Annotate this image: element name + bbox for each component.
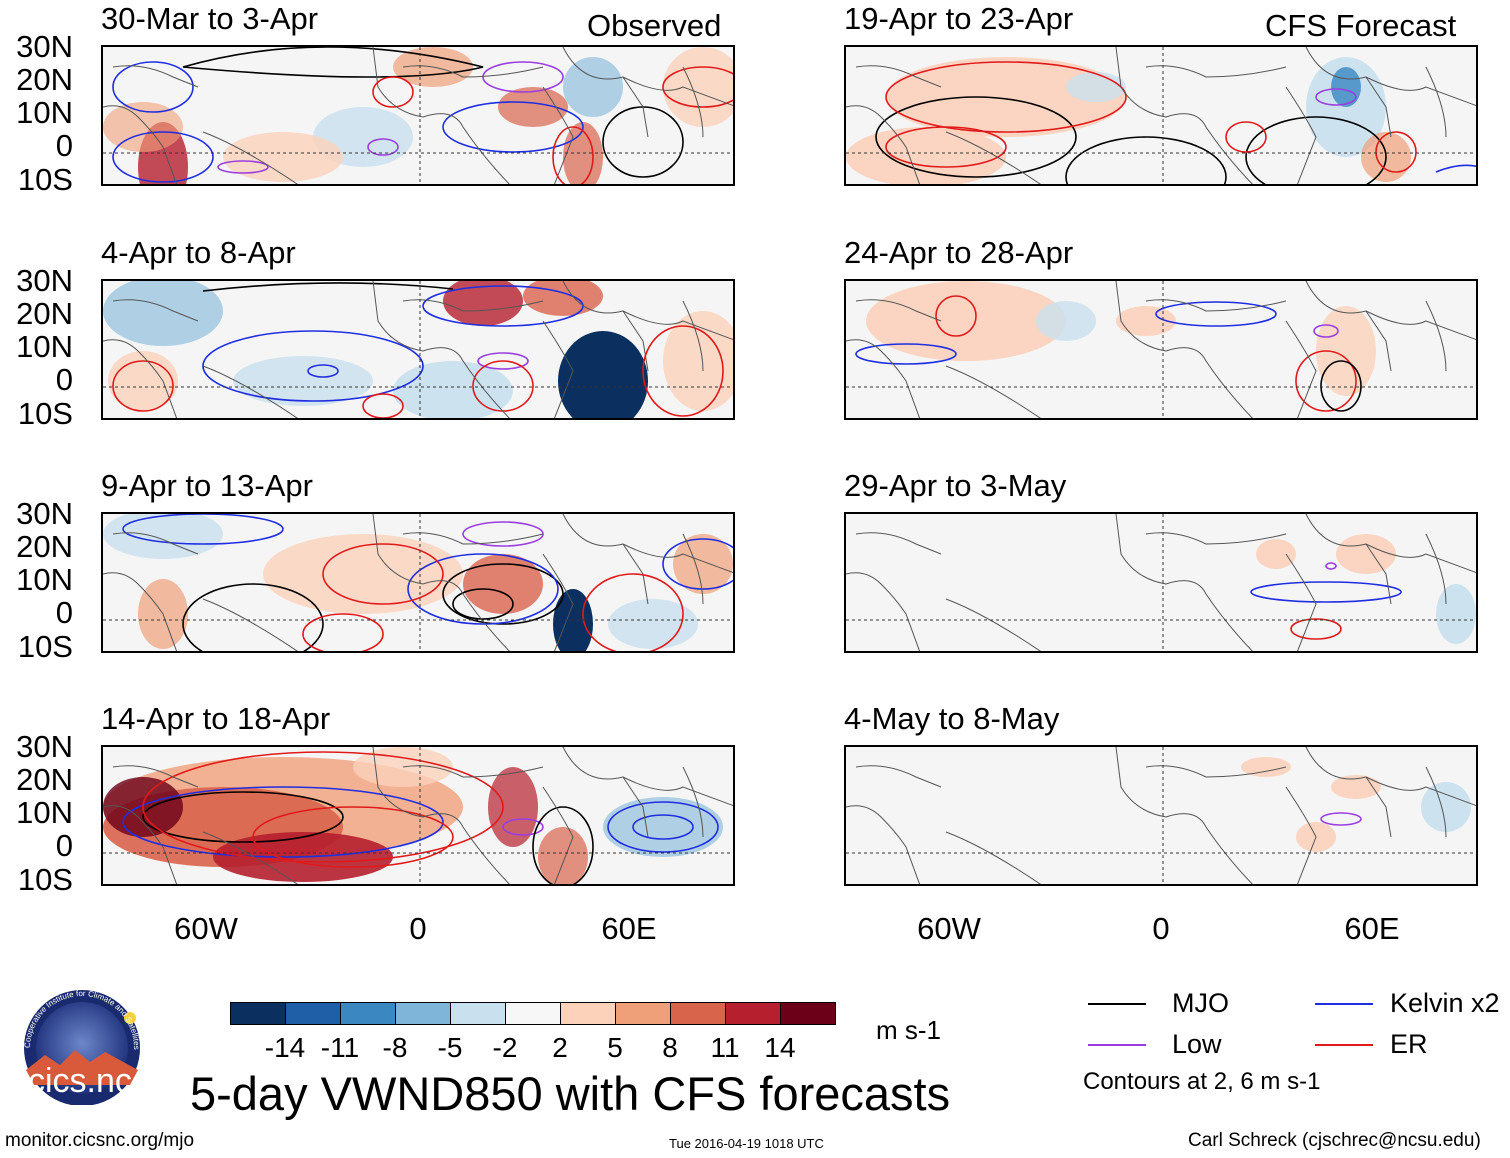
ytick-label: 10N	[16, 95, 73, 130]
colorbar-label: 5	[607, 1032, 623, 1063]
xtick-60e-left: 60E	[601, 911, 657, 946]
ytick-label: 20N	[16, 62, 73, 97]
colorbar-swatch	[450, 1002, 506, 1025]
contours	[1320, 812, 1362, 826]
footer-timestamp: Tue 2016-04-19 1018 UTC	[669, 1136, 824, 1151]
legend-mjo-label: MJO	[1172, 988, 1229, 1018]
contours-note: Contours at 2, 6 m s-1	[1083, 1068, 1321, 1095]
colorbar-swatch	[725, 1002, 781, 1025]
contours	[122, 751, 719, 884]
legend-low-label: Low	[1172, 1029, 1222, 1059]
legend-er-line	[1315, 1044, 1373, 1046]
ytick-label: 30N	[16, 29, 73, 64]
ytick-label: 0	[55, 362, 73, 397]
colorbar-swatch	[340, 1002, 396, 1025]
panel-title-obs-1: 30-Mar to 3-Apr	[101, 1, 319, 36]
contours	[875, 61, 1476, 184]
colorbar-label: 2	[552, 1032, 568, 1063]
panel-title-fc-3: 29-Apr to 3-May	[844, 468, 1067, 503]
map-panel-obs-4	[101, 745, 735, 886]
observed-label: Observed	[587, 8, 722, 43]
colorbar-swatch	[670, 1002, 726, 1025]
contours	[122, 514, 733, 651]
ytick-label: 10S	[17, 862, 73, 897]
ytick-label: 0	[55, 128, 73, 163]
ytick-label: 20N	[16, 296, 73, 331]
colorbar-label: 11	[710, 1032, 740, 1063]
shading	[103, 747, 723, 884]
xtick-0-left: 0	[409, 911, 427, 946]
cics-logo: Cooperative Institute for Climate and Sa…	[10, 980, 155, 1106]
footer-url[interactable]: monitor.cicsnc.org/mjo	[5, 1130, 195, 1151]
panel-title-fc-4: 4-May to 8-May	[844, 701, 1060, 736]
colorbar-swatch	[615, 1002, 671, 1025]
xtick-60w-left: 60W	[174, 911, 238, 946]
colorbar-swatch	[560, 1002, 616, 1025]
shading	[103, 47, 733, 184]
ytick-label: 30N	[16, 496, 73, 531]
contours	[855, 295, 1362, 412]
colorbar-label: -2	[492, 1032, 518, 1063]
panel-title-obs-4: 14-Apr to 18-Apr	[101, 701, 331, 736]
forecast-label: CFS Forecast	[1265, 8, 1457, 43]
ytick-label: 20N	[16, 529, 73, 564]
colorbar-swatch	[395, 1002, 451, 1025]
ytick-label: 10S	[17, 162, 73, 197]
map-panel-fc-1	[844, 45, 1478, 186]
shading	[1256, 534, 1476, 644]
panel-title-obs-2: 4-Apr to 8-Apr	[101, 235, 296, 270]
panel-title-fc-1: 19-Apr to 23-Apr	[844, 1, 1074, 36]
colorbar-unit: m s-1	[876, 1015, 941, 1045]
logo-text: cics.nc	[28, 1062, 132, 1100]
colorbar-swatch	[780, 1002, 836, 1025]
ytick-label: 0	[55, 828, 73, 863]
shading	[846, 57, 1411, 184]
colorbar-label: -5	[437, 1032, 463, 1063]
contours	[1250, 562, 1402, 640]
colorbar-label: -14	[264, 1032, 306, 1063]
legend-mjo-line	[1088, 1003, 1146, 1005]
colorbar-label: 8	[662, 1032, 678, 1063]
xtick-60e-right: 60E	[1344, 911, 1400, 946]
ytick-label: 20N	[16, 762, 73, 797]
colorbar-label: -11	[320, 1032, 360, 1063]
ytick-label: 30N	[16, 729, 73, 764]
colorbar-swatch	[285, 1002, 341, 1025]
map-panel-fc-2	[844, 279, 1478, 420]
panel-title-obs-3: 9-Apr to 13-Apr	[101, 468, 313, 503]
ytick-label: 10S	[17, 629, 73, 664]
map-panel-obs-2	[101, 279, 735, 420]
panel-title-fc-2: 24-Apr to 28-Apr	[844, 235, 1074, 270]
shading	[866, 281, 1376, 396]
ytick-label: 10N	[16, 329, 73, 364]
colorbar-label: 14	[764, 1032, 796, 1063]
legend-er-label: ER	[1390, 1029, 1428, 1059]
colorbar-swatch	[230, 1002, 286, 1025]
map-panel-obs-3	[101, 512, 735, 653]
map-panel-obs-1	[101, 45, 735, 186]
map-panel-fc-4	[844, 745, 1478, 886]
figure-title: 5-day VWND850 with CFS forecasts	[190, 1067, 951, 1120]
ytick-label: 30N	[16, 263, 73, 298]
legend-kelvin-line	[1315, 1003, 1373, 1005]
ytick-label: 10N	[16, 795, 73, 830]
xtick-0-right: 0	[1152, 911, 1170, 946]
map-panel-fc-3	[844, 512, 1478, 653]
shading	[1241, 757, 1471, 852]
legend-low-line	[1088, 1044, 1146, 1046]
footer-author: Carl Schreck (cjschrec@ncsu.edu)	[1188, 1130, 1481, 1151]
colorbar-label: -8	[382, 1032, 408, 1063]
legend-kelvin-label: Kelvin x2	[1390, 988, 1500, 1018]
ytick-label: 10N	[16, 562, 73, 597]
contours	[112, 47, 733, 184]
colorbar-swatch	[505, 1002, 561, 1025]
ytick-label: 0	[55, 595, 73, 630]
ytick-label: 10S	[17, 396, 73, 431]
xtick-60w-right: 60W	[917, 911, 981, 946]
shading	[103, 514, 733, 651]
